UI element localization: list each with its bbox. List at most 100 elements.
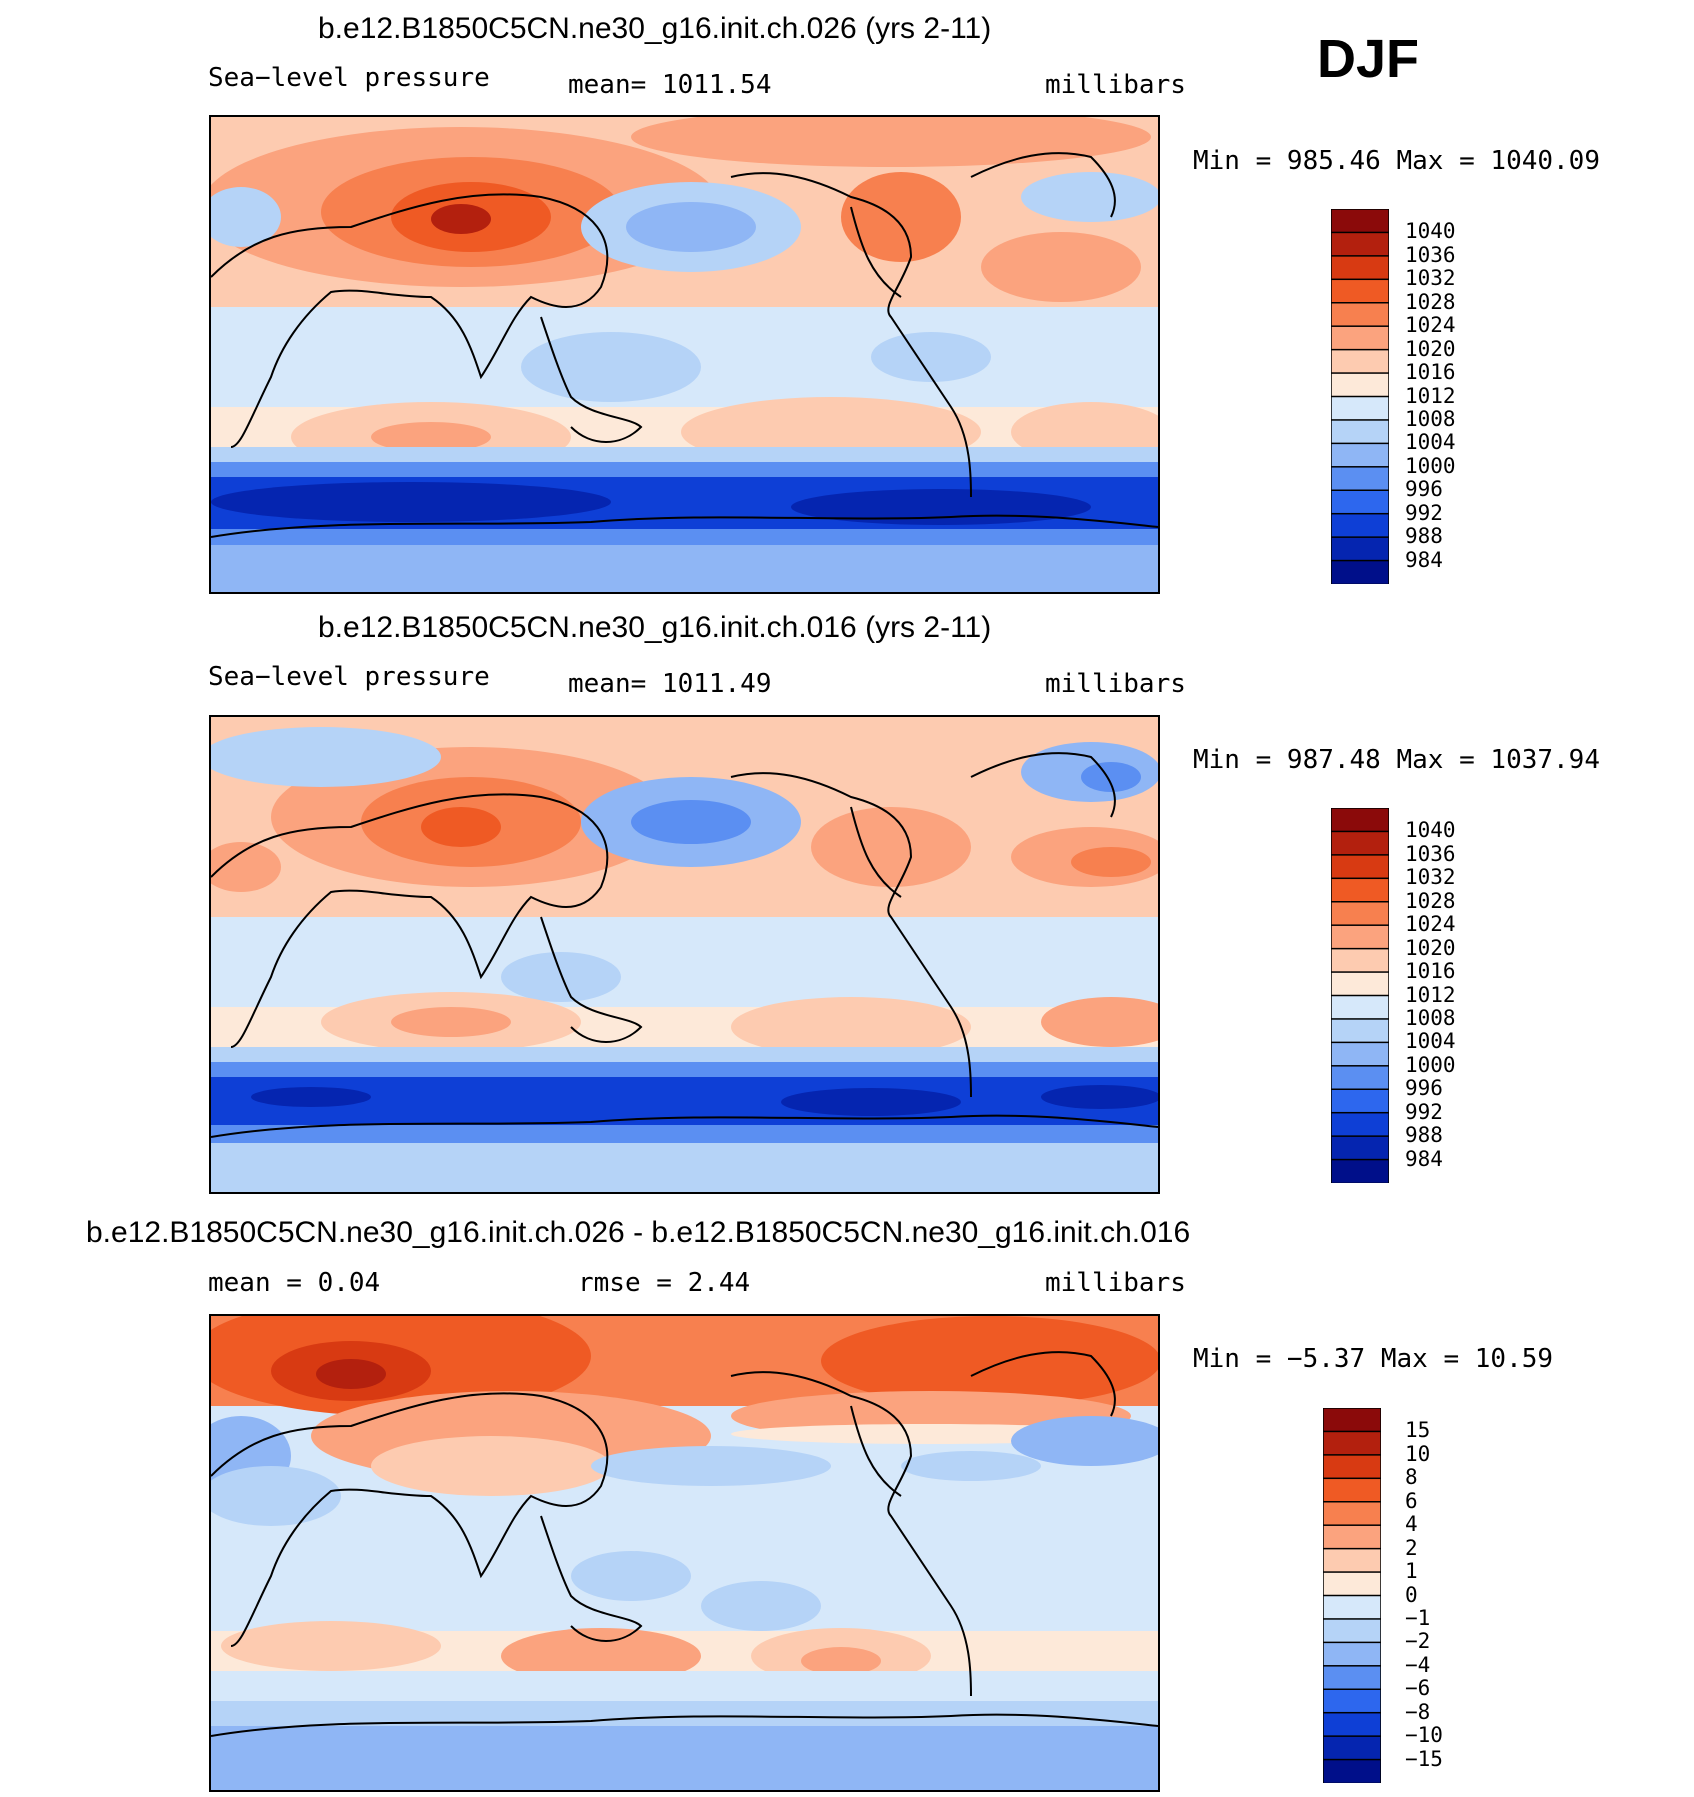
colorbar-tick-label: 6 — [1405, 1488, 1418, 1513]
colorbar-swatch — [1330, 489, 1390, 515]
colorbar-tick-label: 996 — [1405, 1076, 1443, 1101]
colorbar-swatch — [1330, 419, 1390, 445]
colorbar-swatch — [1322, 1454, 1382, 1480]
colorbar-tick-label: 1016 — [1405, 360, 1456, 385]
colorbar-swatch — [1330, 442, 1390, 469]
colorbar-tick-label: 15 — [1405, 1418, 1431, 1443]
colorbar-swatch — [1322, 1618, 1382, 1644]
colorbar-tick-label: −1 — [1405, 1605, 1431, 1630]
panel-1-colorbar — [1330, 208, 1390, 586]
colorbar-swatch — [1322, 1547, 1382, 1574]
colorbar-tick-label: 1012 — [1405, 383, 1456, 408]
panel-3-minmax: Min = −5.37 Max = 10.59 — [1193, 1344, 1554, 1374]
colorbar-tick-label: 10 — [1405, 1441, 1431, 1466]
colorbar-swatch — [1330, 466, 1390, 492]
colorbar-swatch — [1330, 971, 1390, 997]
colorbar-swatch — [1330, 372, 1390, 398]
colorbar-swatch — [1322, 1594, 1382, 1621]
season-label: DJF — [1317, 29, 1420, 89]
colorbar-tick-label: −4 — [1405, 1652, 1431, 1677]
colorbar-tick-label: 1040 — [1405, 219, 1456, 244]
panel-2-map-svg — [211, 717, 1158, 1192]
colorbar-tick-label: 992 — [1405, 500, 1443, 525]
colorbar-tick-label: 1004 — [1405, 430, 1456, 455]
colorbar-swatch — [1330, 512, 1390, 539]
panel-2-units-label: millibars — [1045, 669, 1186, 699]
panel-1-colorbar-svg — [1330, 208, 1390, 586]
colorbar-tick-label: 1020 — [1405, 336, 1456, 361]
colorbar-swatch — [1330, 1088, 1390, 1114]
colorbar-swatch — [1330, 947, 1390, 974]
colorbar-swatch — [1322, 1407, 1382, 1433]
panel-2-minmax: Min = 987.48 Max = 1037.94 — [1193, 745, 1600, 775]
panel-3-units-label: millibars — [1045, 1268, 1186, 1298]
colorbar-swatch — [1330, 901, 1390, 927]
panel-3-colorbar — [1322, 1407, 1382, 1785]
colorbar-tick-label: 4 — [1405, 1512, 1418, 1537]
colorbar-swatch — [1322, 1758, 1382, 1785]
colorbar-tick-label: −10 — [1405, 1723, 1443, 1748]
panel-1-map-svg — [211, 117, 1158, 592]
panel-1-mean-label: mean= 1011.54 — [568, 70, 772, 100]
colorbar-tick-label: 1032 — [1405, 266, 1456, 291]
colorbar-swatch — [1330, 302, 1390, 328]
panel-2-colorbar-svg — [1330, 807, 1390, 1185]
colorbar-tick-label: −15 — [1405, 1746, 1443, 1771]
colorbar-tick-label: 8 — [1405, 1465, 1418, 1490]
colorbar-tick-label: 1008 — [1405, 1005, 1456, 1030]
colorbar-tick-label: 1040 — [1405, 818, 1456, 843]
colorbar-tick-label: 1020 — [1405, 935, 1456, 960]
panel-3-colorbar-svg — [1322, 1407, 1382, 1785]
colorbar-swatch — [1322, 1501, 1382, 1527]
colorbar-tick-label: 984 — [1405, 547, 1443, 572]
panel-2-variable-label: Sea−level pressure — [208, 662, 490, 692]
colorbar-tick-label: 1036 — [1405, 841, 1456, 866]
colorbar-swatch — [1330, 807, 1390, 833]
colorbar-tick-label: 988 — [1405, 524, 1443, 549]
colorbar-tick-label: 1036 — [1405, 242, 1456, 267]
colorbar-swatch — [1322, 1641, 1382, 1668]
colorbar-tick-label: 1008 — [1405, 406, 1456, 431]
colorbar-tick-label: −6 — [1405, 1676, 1431, 1701]
colorbar-tick-label: 1028 — [1405, 888, 1456, 913]
colorbar-swatch — [1330, 255, 1390, 281]
colorbar-tick-label: 1016 — [1405, 959, 1456, 984]
colorbar-tick-label: 1004 — [1405, 1029, 1456, 1054]
colorbar-swatch — [1330, 830, 1390, 857]
colorbar-tick-label: 1012 — [1405, 982, 1456, 1007]
colorbar-swatch — [1330, 348, 1390, 375]
colorbar-swatch — [1322, 1524, 1382, 1550]
colorbar-swatch — [1322, 1711, 1382, 1738]
colorbar-swatch — [1330, 395, 1390, 422]
colorbar-swatch — [1330, 208, 1390, 234]
colorbar-swatch — [1330, 325, 1390, 351]
colorbar-tick-label: 1 — [1405, 1559, 1418, 1584]
colorbar-swatch — [1330, 1041, 1390, 1068]
colorbar-tick-label: 1032 — [1405, 865, 1456, 890]
colorbar-swatch — [1330, 1111, 1390, 1138]
panel-2-map — [209, 715, 1160, 1194]
colorbar-swatch — [1330, 1135, 1390, 1161]
colorbar-tick-label: 1000 — [1405, 453, 1456, 478]
colorbar-swatch — [1330, 924, 1390, 950]
panel-3-mean-label: mean = 0.04 — [208, 1268, 381, 1298]
colorbar-swatch — [1330, 536, 1390, 562]
colorbar-swatch — [1322, 1688, 1382, 1714]
colorbar-swatch — [1322, 1430, 1382, 1457]
colorbar-tick-label: 984 — [1405, 1146, 1443, 1171]
panel-3-title: b.e12.B1850C5CN.ne30_g16.init.ch.026 - b… — [86, 1216, 1191, 1249]
colorbar-swatch — [1330, 877, 1390, 903]
colorbar-tick-label: 0 — [1405, 1582, 1418, 1607]
colorbar-tick-label: 2 — [1405, 1535, 1418, 1560]
colorbar-swatch — [1330, 994, 1390, 1021]
panel-3-map-svg — [211, 1316, 1158, 1790]
colorbar-swatch — [1330, 1065, 1390, 1091]
colorbar-swatch — [1330, 1158, 1390, 1185]
colorbar-swatch — [1322, 1477, 1382, 1503]
panel-3-map — [209, 1314, 1160, 1792]
panel-2-title: b.e12.B1850C5CN.ne30_g16.init.ch.016 (yr… — [318, 611, 992, 644]
panel-1-units-label: millibars — [1045, 70, 1186, 100]
colorbar-swatch — [1330, 559, 1390, 586]
panel-1-title: b.e12.B1850C5CN.ne30_g16.init.ch.026 (yr… — [318, 12, 992, 45]
colorbar-swatch — [1330, 278, 1390, 304]
